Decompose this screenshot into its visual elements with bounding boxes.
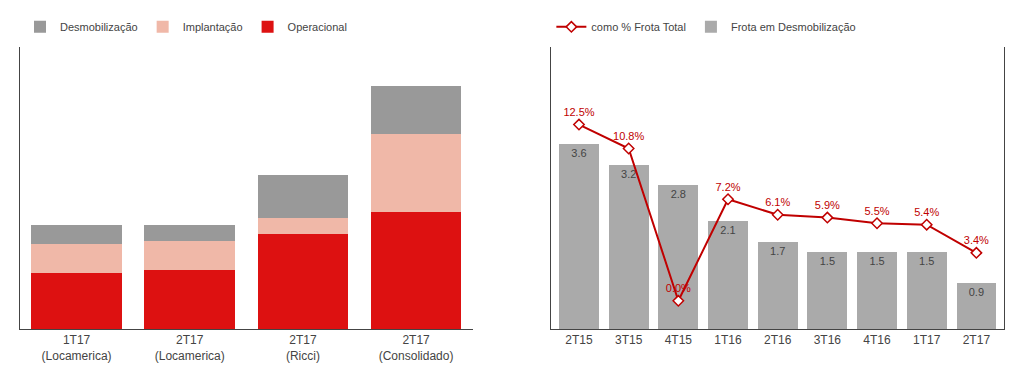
svg-text:1.5: 1.5 <box>919 255 934 267</box>
svg-text:Desmobilização: Desmobilização <box>60 21 138 33</box>
svg-text:6.1%: 6.1% <box>765 196 790 208</box>
svg-text:5.4%: 5.4% <box>914 206 939 218</box>
svg-text:0.9: 0.9 <box>969 286 984 298</box>
svg-text:3.6: 3.6 <box>571 147 586 159</box>
svg-text:3T15: 3T15 <box>615 333 643 347</box>
svg-text:2T17(Locamerica): 2T17(Locamerica) <box>155 333 225 363</box>
svg-text:1.5: 1.5 <box>820 255 835 267</box>
svg-text:1T16: 1T16 <box>714 333 742 347</box>
svg-text:3.2: 3.2 <box>621 168 636 180</box>
svg-text:4T16: 4T16 <box>863 333 891 347</box>
svg-text:5.9%: 5.9% <box>815 199 840 211</box>
svg-text:2.8: 2.8 <box>671 188 686 200</box>
svg-text:10.8%: 10.8% <box>613 130 644 142</box>
svg-text:Implantação: Implantação <box>183 21 243 33</box>
svg-text:Frota em Desmobilização: Frota em Desmobilização <box>731 21 856 33</box>
svg-text:3T16: 3T16 <box>814 333 842 347</box>
svg-text:4T15: 4T15 <box>665 333 693 347</box>
svg-text:1.7: 1.7 <box>770 245 785 257</box>
svg-text:2.1: 2.1 <box>720 224 735 236</box>
svg-text:2T17: 2T17 <box>963 333 991 347</box>
svg-text:5.5%: 5.5% <box>864 205 889 217</box>
svg-text:1T17: 1T17 <box>913 333 941 347</box>
svg-text:2T16: 2T16 <box>764 333 792 347</box>
svg-text:como % Frota Total: como % Frota Total <box>591 21 686 33</box>
svg-text:1.5: 1.5 <box>869 255 884 267</box>
svg-text:7.2%: 7.2% <box>715 181 740 193</box>
svg-text:1T17(Locamerica): 1T17(Locamerica) <box>42 333 112 363</box>
svg-text:Operacional: Operacional <box>288 21 347 33</box>
svg-text:2T17(Ricci): 2T17(Ricci) <box>286 333 320 363</box>
svg-text:3.4%: 3.4% <box>964 234 989 246</box>
svg-text:2T15: 2T15 <box>565 333 593 347</box>
svg-text:2T17(Consolidado): 2T17(Consolidado) <box>379 333 454 363</box>
svg-text:12.5%: 12.5% <box>563 106 594 118</box>
svg-text:0.0%: 0.0% <box>666 282 691 294</box>
